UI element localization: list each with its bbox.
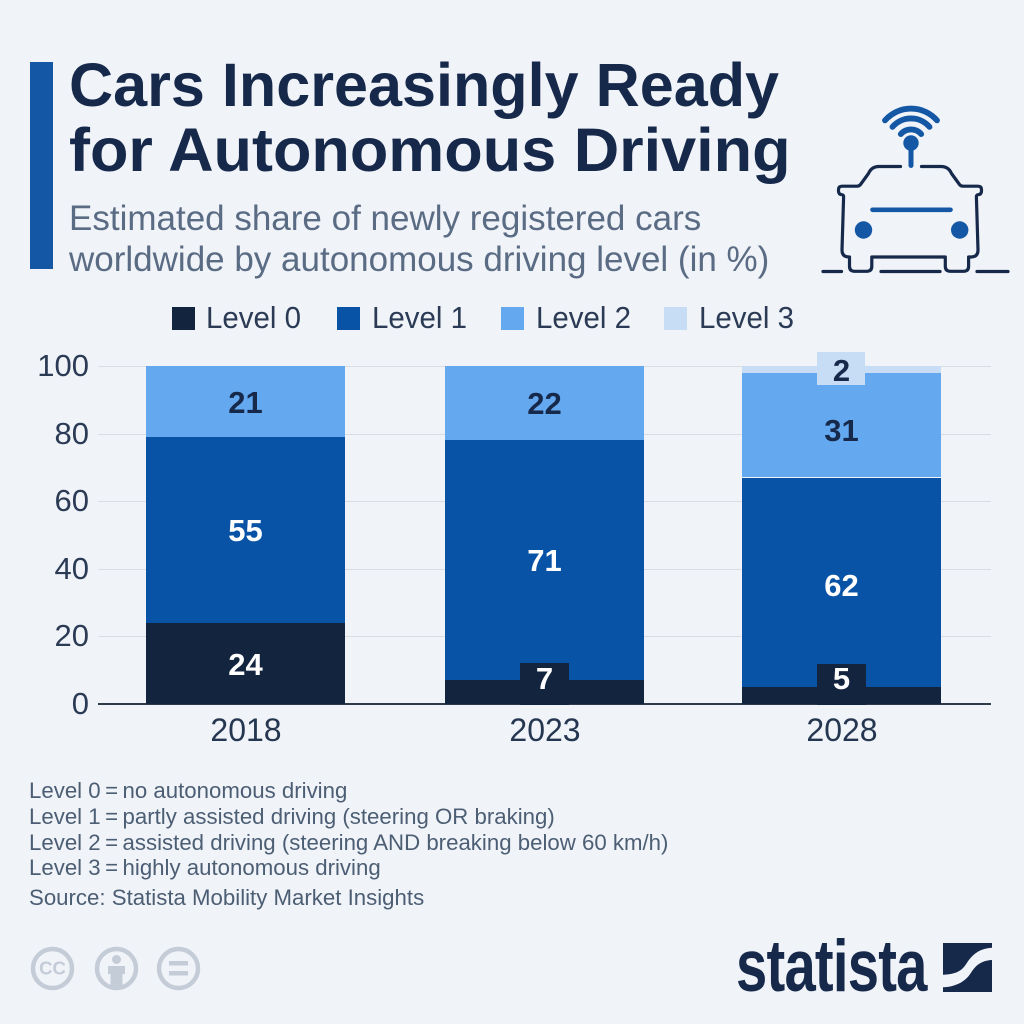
svg-text:CC: CC [39, 958, 66, 979]
